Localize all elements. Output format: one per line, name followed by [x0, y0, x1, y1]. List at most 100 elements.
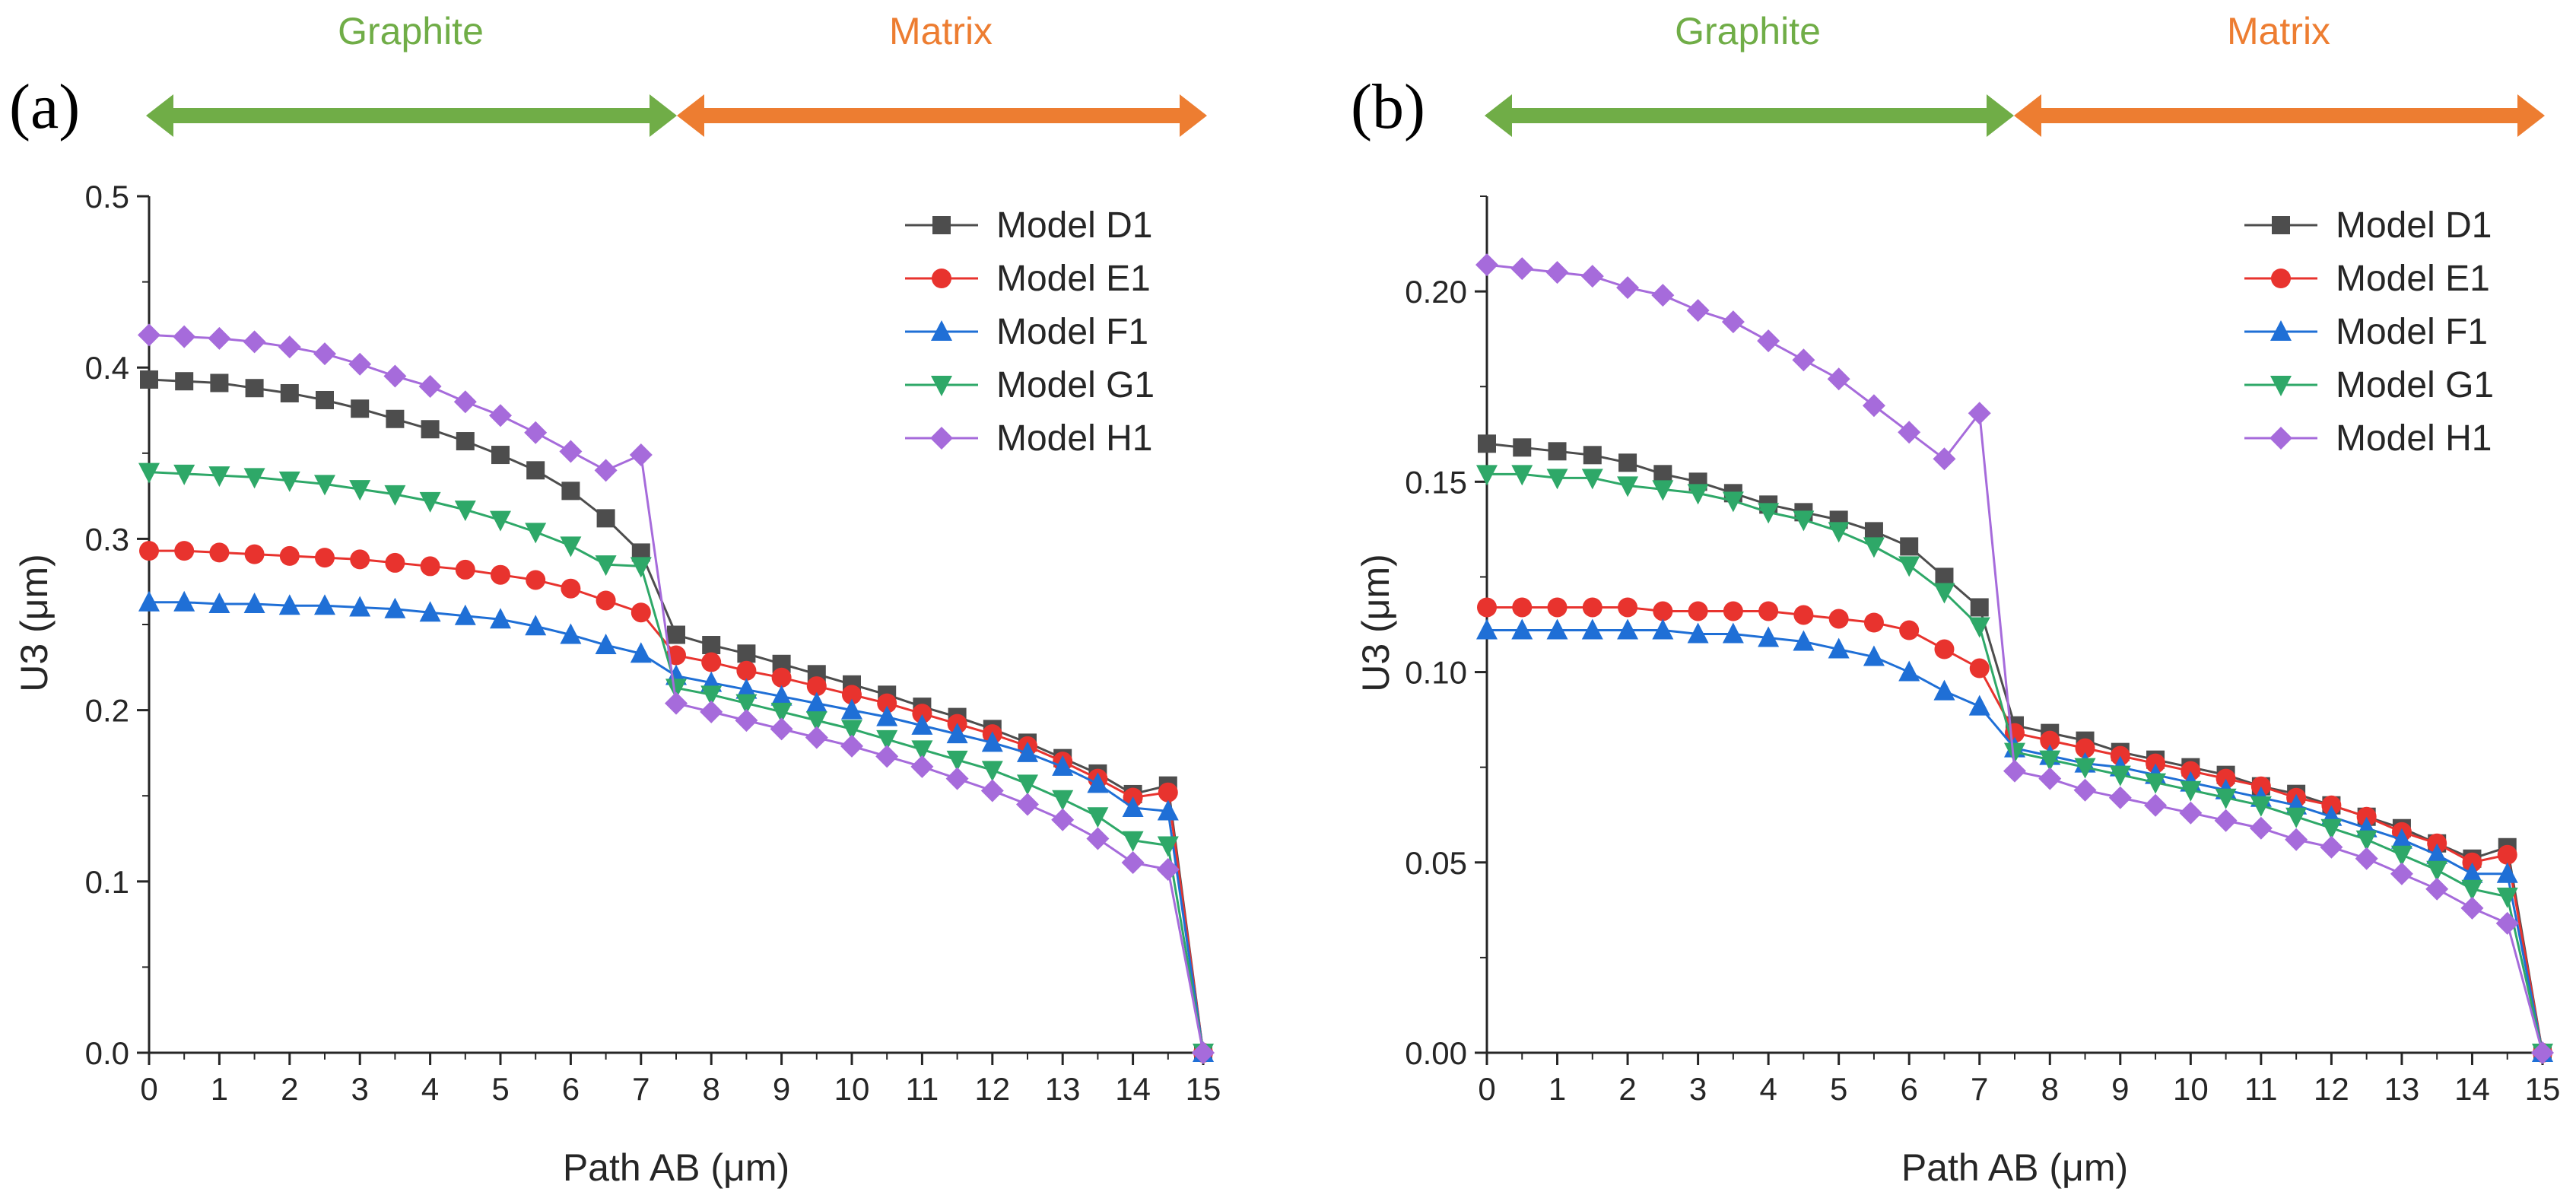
panel-a-model-f1-point — [525, 615, 547, 636]
panel-b-legend-marker-model-e1 — [2271, 269, 2291, 288]
panel-b-series-model-f1 — [1476, 618, 2553, 1062]
panel-a-model-e1-point — [385, 552, 405, 573]
panel-a-matrix-arrow — [677, 94, 1207, 137]
panel-b-model-d1-point — [1935, 567, 1954, 586]
panel-a-region-indicator: Graphite Matrix — [146, 10, 1207, 137]
panel-b-model-g1-point — [2215, 788, 2237, 809]
panel-a-model-e1-point — [1158, 782, 1178, 802]
panel-a-model-d1-point — [280, 383, 299, 402]
panel-b-model-h1-point — [1651, 284, 1675, 307]
panel-a-model-f1-point — [630, 642, 652, 663]
panel-a-x-tick-label: 6 — [562, 1071, 580, 1107]
panel-b-model-e1-point — [2215, 768, 2236, 789]
panel-b-model-f1-point — [1863, 645, 1885, 666]
panel-b-y-tick-label: 0.15 — [1405, 464, 1467, 500]
panel-a-model-g1-point — [278, 471, 300, 492]
panel-b-model-e1-point — [1653, 601, 1673, 621]
panel-b-y-tick-label: 0.05 — [1405, 845, 1467, 881]
panel-a-legend-marker-model-d1 — [932, 216, 951, 234]
panel-b-model-e1-point — [2497, 844, 2517, 865]
panel-b-model-e1-point — [2075, 738, 2095, 758]
panel-b-model-h1-point — [1827, 367, 1850, 391]
panel-b-region-indicator: Graphite Matrix — [1485, 10, 2545, 137]
panel-a-model-g1-point — [349, 480, 371, 501]
panel-b-model-g1-point — [2039, 750, 2061, 771]
panel-b-model-f1-point — [1933, 679, 1955, 701]
panel-a-model-h1-point — [980, 779, 1004, 802]
panel-b-model-h1-point — [1545, 261, 1569, 284]
panel-b-model-g1-point — [1722, 491, 1744, 513]
panel-a-model-e1-point — [209, 542, 230, 563]
panel-a-model-g1-point — [735, 694, 758, 715]
panel-b: (b) Graphite Matrix 0 1 2 3 4 5 6 7 8 9 10 11 12 13 14… — [1351, 10, 2560, 1189]
panel-a-model-e1-point — [877, 693, 897, 714]
panel-b-model-f1-point — [1968, 694, 1990, 716]
panel-b-model-h1-point — [1616, 276, 1640, 300]
panel-a-model-f1-point — [946, 723, 968, 744]
panel-a-model-h1-point — [629, 443, 653, 467]
panel-b-model-e1-point — [1899, 620, 1920, 640]
panel-a-model-h1-point — [594, 459, 618, 482]
panel-b-y-tick-label: 0.20 — [1405, 274, 1467, 310]
panel-a-model-d1-line — [148, 378, 1205, 1054]
panel-a-label: (a) — [9, 72, 80, 142]
panel-b-x-tick-label: 5 — [1830, 1071, 1847, 1107]
panel-a-model-h1-point — [875, 745, 899, 768]
panel-b-model-g1-point — [2320, 818, 2343, 840]
panel-b-model-f1-point — [1511, 618, 1533, 640]
panel-b-legend: Model D1 Model E1 Model F1 Model G1 Model H1 — [2244, 205, 2494, 459]
panel-a-y-tick-label: 0.5 — [85, 179, 129, 215]
panel-a-model-g1-point — [770, 702, 792, 723]
panel-a-model-e1-point — [596, 590, 616, 611]
panel-a-model-e1-point — [350, 549, 370, 570]
panel-b-model-e1-point — [1477, 597, 1497, 618]
panel-a-model-h1-point — [700, 700, 723, 723]
panel-a-x-tick-label: 3 — [351, 1071, 369, 1107]
panel-b-model-g1-point — [1687, 484, 1709, 505]
panel-b-y-axis-title: U3 (μm) — [1355, 554, 1397, 692]
panel-b-model-h1-point — [2179, 801, 2203, 825]
panel-a-series-model-e1 — [139, 541, 1213, 1063]
panel-b-model-e1-point — [1828, 609, 1849, 629]
panel-b-model-f1-point — [1652, 618, 1674, 640]
panel-b-model-e1-point — [1512, 597, 1533, 618]
panel-b-model-g1-point — [1968, 617, 1990, 638]
panel-a-model-g1-point — [946, 750, 968, 771]
panel-a-model-g1-point — [208, 466, 230, 488]
panel-a-model-g1-point — [665, 679, 687, 700]
panel-a-model-h1-point — [243, 330, 266, 354]
panel-b-x-tick-label: 3 — [1689, 1071, 1707, 1107]
panel-b-model-g1-point — [1617, 476, 1639, 497]
panel-b-model-g1-point — [1546, 469, 1568, 490]
panel-b-x-tick-label: 4 — [1759, 1071, 1777, 1107]
panel-a-model-e1-point — [701, 652, 722, 672]
panel-a-legend-label-model-h1: Model H1 — [996, 418, 1152, 459]
panel-a-model-g1-point — [525, 523, 547, 544]
panel-b-x-axis-title: Path AB (μm) — [1901, 1146, 2128, 1189]
panel-a-model-d1-point — [351, 399, 370, 418]
panel-b-model-d1-point — [1583, 446, 1602, 465]
panel-a-model-f1-point — [384, 597, 406, 618]
panel-a-model-d1-point — [140, 370, 158, 389]
panel-a-model-f1-point — [841, 698, 862, 720]
panel-b-model-e1-point — [2110, 745, 2130, 766]
panel-a-model-g1-point — [1017, 774, 1038, 796]
panel-a-model-h1-point — [840, 734, 863, 758]
panel-a-x-tick-label: 1 — [211, 1071, 228, 1107]
panel-a-model-f1-point — [595, 634, 617, 655]
panel-a-model-f1-point — [243, 592, 265, 613]
panel-a-model-g1-point — [700, 685, 723, 707]
panel-b-x-tick-label: 12 — [2314, 1071, 2349, 1107]
panel-a-model-e1-point — [771, 667, 792, 688]
panel-b-model-e1-point — [1758, 601, 1779, 621]
panel-b-model-h1-point — [1721, 310, 1745, 334]
panel-b-model-f1-point — [1793, 630, 1815, 651]
panel-a-model-f1-point — [208, 592, 230, 613]
panel-b-model-h1-point — [2460, 896, 2484, 920]
panel-b-model-g1-point — [1793, 510, 1815, 532]
panel-a-model-g1-point — [1087, 807, 1109, 828]
panel-a-model-d1-point — [561, 481, 580, 501]
panel-b-y-tick-label: 0.00 — [1405, 1035, 1467, 1071]
panel-b-model-g1-point — [1828, 522, 1850, 543]
panel-a-y-tick-label: 0.1 — [85, 864, 129, 900]
